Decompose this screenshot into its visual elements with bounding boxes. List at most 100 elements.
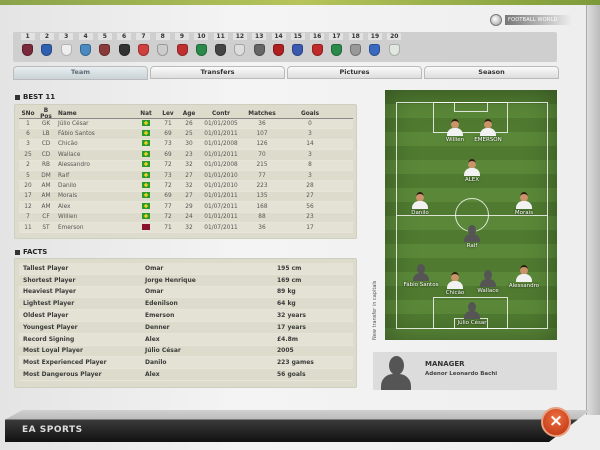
table-row[interactable]: 5 DM Ralf 73 27 01/01/2010 77 3 [19, 171, 353, 182]
pitch-player[interactable]: Júlio César [447, 301, 497, 326]
table-row[interactable]: 7 CF Willien 72 24 01/01/2011 88 23 [19, 213, 353, 223]
column-header[interactable]: Name [58, 110, 77, 117]
club-item[interactable]: 18 [346, 32, 365, 62]
table-header: SNo B Pos Name Nat Lev Age Contr Matches Goals [19, 107, 353, 120]
contr-cell: 01/01/2008 [204, 162, 238, 169]
nationality-cell [135, 202, 157, 211]
contr-cell: 01/01/2011 [204, 131, 238, 138]
table-row[interactable]: 12 AM Alex 77 29 01/07/2011 168 56 [19, 202, 353, 213]
tab-pictures[interactable]: Pictures [287, 66, 422, 79]
tab-team[interactable]: Team [13, 66, 148, 80]
club-item[interactable]: 12 [230, 32, 249, 62]
club-item[interactable]: 3 [57, 32, 76, 62]
club-item[interactable]: 11 [211, 32, 230, 62]
club-crest-icon [60, 44, 72, 56]
column-header[interactable]: Matches [248, 110, 276, 117]
pitch-player[interactable]: Chicão [430, 271, 480, 296]
goals-cell: 27 [306, 193, 314, 200]
name-cell: Ralf [58, 172, 70, 179]
club-number: 15 [290, 33, 305, 40]
sno-cell: 12 [24, 203, 32, 210]
lev-cell: 71 [164, 224, 172, 231]
age-cell: 23 [185, 151, 193, 158]
pitch-player[interactable]: Fábio Santos [396, 263, 446, 288]
pitch-player[interactable]: Willien [430, 118, 480, 143]
club-item[interactable]: 14 [269, 32, 288, 62]
club-item[interactable]: 8 [153, 32, 172, 62]
player-name: Fábio Santos [403, 282, 439, 288]
table-row[interactable]: 1 GK Júlio César 71 26 01/01/2005 36 0 [19, 119, 353, 130]
club-item[interactable]: 13 [250, 32, 269, 62]
pitch-player[interactable]: Morais [499, 191, 549, 216]
name-cell: Emerson [58, 224, 84, 231]
fact-label: Most Dangerous Player [23, 371, 102, 379]
club-crest-icon [215, 44, 227, 56]
table-row[interactable]: 6 LB Fábio Santos 69 25 01/01/2011 107 3 [19, 129, 353, 140]
pitch-player[interactable]: ALEX [447, 158, 497, 183]
manager-panel: MANAGER Adenor Leonardo Bachi [373, 352, 557, 390]
close-button[interactable]: × [541, 407, 571, 437]
fact-player: Alex [145, 335, 160, 343]
club-item[interactable]: 4 [76, 32, 95, 62]
column-header[interactable]: Lev [162, 110, 174, 117]
club-item[interactable]: 1 [18, 32, 37, 62]
pos-cell: CD [41, 151, 51, 158]
table-row[interactable]: 3 CD Chicão 73 30 01/01/2008 126 14 [19, 139, 353, 151]
matches-cell: 107 [256, 131, 268, 138]
nationality-cell [135, 182, 157, 190]
lev-cell: 72 [164, 214, 172, 221]
pitch-player[interactable]: Wallace [463, 269, 513, 294]
player-name: Ralf [466, 243, 478, 249]
pitch-player[interactable]: Ralf [447, 224, 497, 249]
lev-cell: 69 [164, 151, 172, 158]
tab-transfers[interactable]: Transfers [150, 66, 285, 79]
club-item[interactable]: 9 [172, 32, 191, 62]
column-header[interactable]: Nat [140, 110, 152, 117]
column-header[interactable]: Goals [300, 110, 320, 117]
club-crest-icon [388, 44, 400, 56]
tab-season[interactable]: Season [424, 66, 559, 79]
club-item[interactable]: 6 [114, 32, 133, 62]
fact-value: 2005 [277, 347, 294, 355]
club-item[interactable]: 16 [307, 32, 326, 62]
fact-value: 56 goals [277, 371, 306, 379]
pitch-player[interactable]: Alessandro [499, 264, 549, 289]
club-item[interactable]: 20 [385, 32, 404, 62]
column-header[interactable]: Contr [212, 110, 230, 117]
club-item[interactable]: 2 [37, 32, 56, 62]
manager-avatar [381, 355, 411, 390]
club-crest-icon [157, 44, 169, 56]
column-header[interactable]: Age [182, 110, 196, 117]
goal-box-top [454, 102, 488, 112]
table-row[interactable]: 11 ST Emerson 71 32 01/07/2011 36 17 [19, 222, 353, 234]
table-row[interactable]: 20 AM Danilo 72 32 01/01/2010 223 28 [19, 181, 353, 192]
table-row[interactable]: 17 AM Morais 69 27 01/01/2011 135 27 [19, 192, 353, 203]
fact-player: Júlio César [145, 347, 181, 355]
table-row[interactable]: 25 CD Wallace 69 23 01/01/2011 70 3 [19, 150, 353, 161]
club-number: 9 [175, 33, 190, 40]
fact-player: Jorge Henrique [145, 276, 196, 284]
club-crest-icon [350, 44, 362, 56]
column-header[interactable]: B Pos [40, 107, 52, 120]
best11-table: SNo B Pos Name Nat Lev Age Contr Matches Goals 1 G… [19, 107, 353, 234]
club-item[interactable]: 15 [288, 32, 307, 62]
club-number: 7 [136, 33, 151, 40]
club-item[interactable]: 19 [365, 32, 384, 62]
club-item[interactable]: 17 [327, 32, 346, 62]
pitch-player[interactable]: Danilo [395, 191, 445, 216]
player-photo [480, 118, 496, 136]
club-number: 6 [117, 33, 132, 40]
table-row[interactable]: 2 RB Alessandro 72 32 01/01/2008 215 8 [19, 160, 353, 171]
club-item[interactable]: 7 [134, 32, 153, 62]
matches-cell: 126 [256, 141, 268, 148]
column-header[interactable]: SNo [21, 110, 35, 117]
club-number: 12 [232, 33, 247, 40]
club-item[interactable]: 5 [95, 32, 114, 62]
player-name: Morais [514, 210, 534, 216]
pos-cell: CD [41, 141, 51, 148]
club-item[interactable]: 10 [192, 32, 211, 62]
fact-player: Omar [145, 264, 164, 272]
pitch-player[interactable]: EMERSON [463, 118, 513, 143]
nationality-cell [135, 150, 157, 159]
club-number: 11 [213, 33, 228, 40]
